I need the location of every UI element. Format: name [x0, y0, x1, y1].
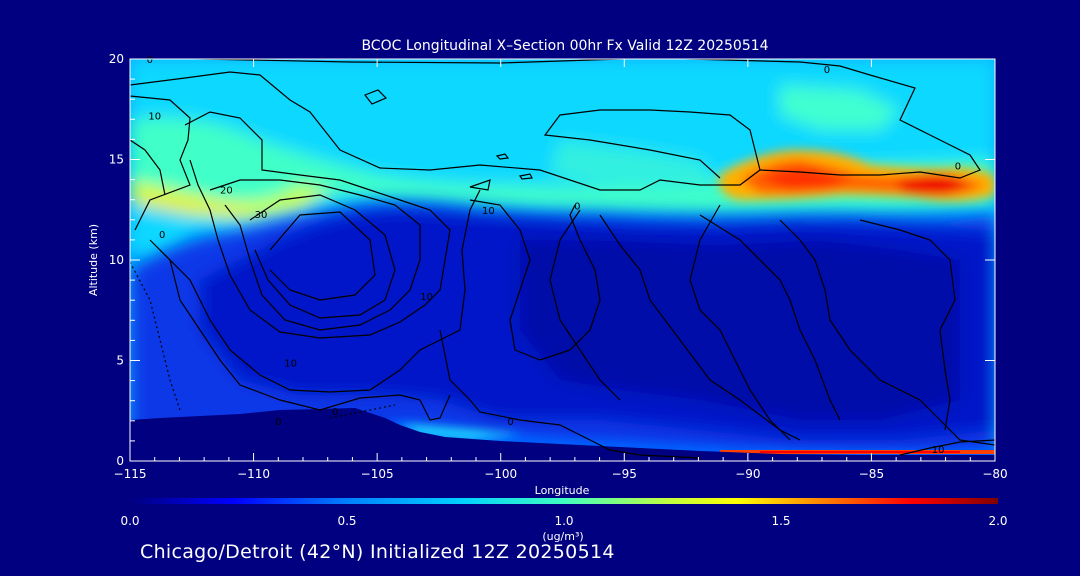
colorbar-unit-label: (ug/m³): [542, 530, 583, 543]
contour-label: 0: [574, 202, 580, 213]
contour-label: 20: [220, 186, 233, 197]
colorbar-tick-label: 1.0: [554, 514, 573, 528]
colorbar-tick-label: 1.5: [771, 514, 790, 528]
contour-label: 30: [255, 210, 268, 221]
x-tick-label: −85: [859, 467, 884, 481]
x-axis: −115 −110 −105 −100 −95 −90 −85 −80: [114, 59, 1008, 481]
x-tick-label: −95: [612, 467, 637, 481]
y-tick-label: 20: [109, 52, 124, 66]
contour-label: 0: [955, 162, 961, 173]
colorbar-tick-label: 2.0: [988, 514, 1007, 528]
chart-title: BCOC Longitudinal X–Section 00hr Fx Vali…: [361, 38, 768, 54]
contour-label: 10: [932, 445, 945, 456]
contour-label: 0: [147, 55, 153, 66]
contour-label: 0: [507, 417, 513, 428]
y-tick-label: 10: [109, 253, 124, 267]
y-axis-label: Altitude (km): [87, 224, 100, 296]
x-axis-label: Longitude: [535, 484, 590, 497]
contour-label: 0: [275, 417, 281, 428]
y-tick-label: 5: [116, 354, 124, 368]
contour-label: 0: [159, 230, 165, 241]
x-tick-label: −80: [982, 467, 1007, 481]
y-tick-label: 0: [116, 454, 124, 468]
contour-label: 0: [824, 65, 830, 76]
x-tick-label: −110: [237, 467, 270, 481]
y-axis: 0 5 10 15 20: [109, 52, 995, 468]
contour-label: 10: [420, 292, 433, 303]
x-tick-label: −100: [484, 467, 517, 481]
y-tick-label: 15: [109, 153, 124, 167]
contour-label: 10: [284, 359, 297, 370]
colorbar: [130, 498, 998, 504]
contour-label: 0: [332, 407, 338, 418]
contour-lines: [130, 59, 995, 459]
contour-label: 10: [148, 111, 161, 122]
contour-label: 10: [482, 206, 495, 217]
x-tick-label: −90: [735, 467, 760, 481]
x-tick-label: −105: [361, 467, 394, 481]
heatmap-field: [130, 59, 995, 461]
contour-labels: 0 10 0 20 30 10 0 10 10 0 0 0 0 0 10: [147, 55, 962, 456]
footer-caption: Chicago/Detroit (42°N) Initialized 12Z 2…: [140, 541, 615, 563]
colorbar-tick-label: 0.5: [337, 514, 356, 528]
colorbar-ticks: 0.0 0.5 1.0 1.5 2.0: [120, 514, 1007, 528]
colorbar-tick-label: 0.0: [120, 514, 139, 528]
x-tick-label: −115: [114, 467, 147, 481]
